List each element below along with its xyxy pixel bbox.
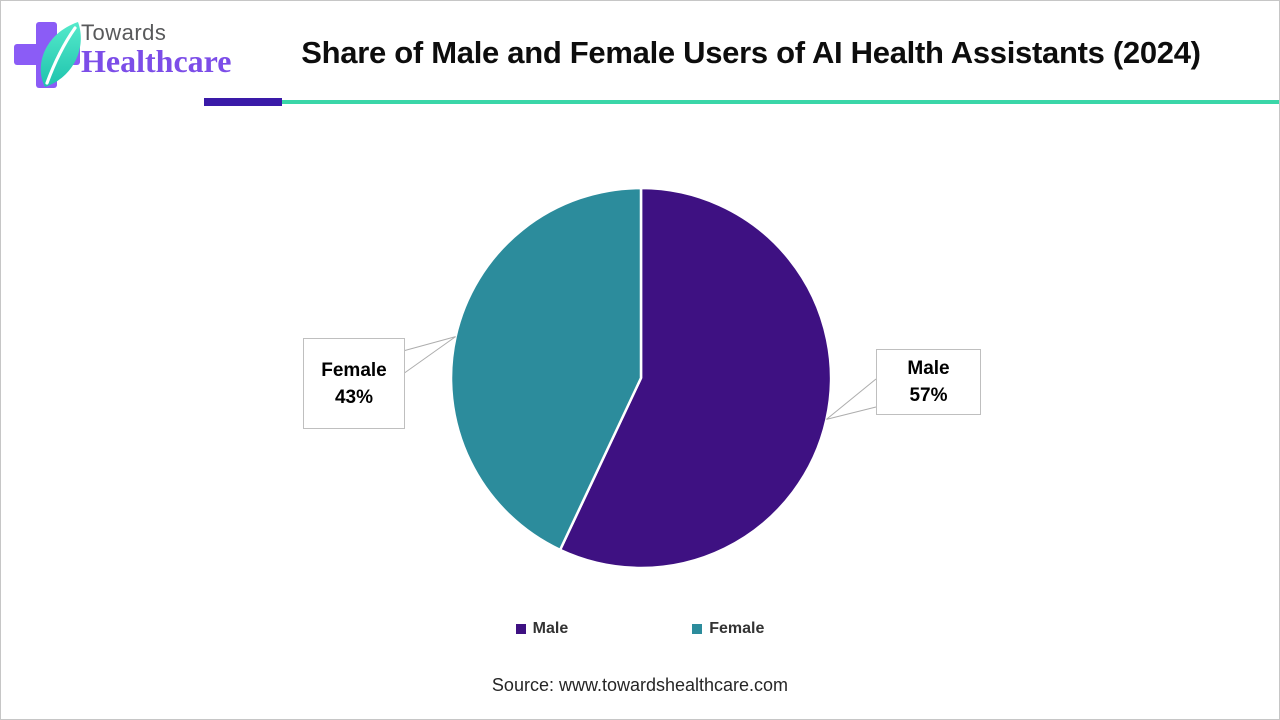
- callout-female-value: 43%: [334, 386, 374, 408]
- brand-wordmark: Towards Healthcare: [81, 21, 231, 79]
- legend-item-male[interactable]: Male: [515, 620, 569, 638]
- chart-title: Share of Male and Female Users of AI Hea…: [301, 35, 1201, 70]
- callout-female[interactable]: Female 43%: [303, 338, 405, 429]
- leader-line-female: [402, 336, 456, 352]
- leader-line-female: [402, 336, 456, 375]
- callout-leader-lines: [402, 336, 877, 420]
- legend-swatch-male: [515, 624, 526, 634]
- source-text: Source: www.towardshealthcare.com: [491, 675, 789, 695]
- callout-male[interactable]: Male 57%: [876, 349, 981, 415]
- callout-male-label: Male: [907, 358, 950, 379]
- legend-item-female[interactable]: Female: [692, 620, 764, 638]
- callout-female-label: Female: [321, 359, 387, 381]
- legend-swatch-female: [692, 624, 703, 634]
- leaf-icon: [40, 22, 81, 87]
- divider-accent-bar: [204, 98, 282, 106]
- pie-slices: [449, 186, 833, 570]
- legend: Male Female: [1, 620, 1279, 638]
- brand-name-healthcare: Healthcare: [81, 43, 232, 80]
- leader-line-male: [826, 378, 877, 420]
- legend-label-female: Female: [709, 620, 765, 637]
- callout-male-value: 57%: [909, 385, 948, 406]
- divider-line: [282, 100, 1279, 104]
- pie-slice-female[interactable]: [449, 186, 643, 552]
- brand-logo-icon: [14, 22, 81, 88]
- legend-label-male: Male: [532, 620, 569, 637]
- brand-name-towards: Towards: [81, 20, 167, 45]
- leader-line-male: [826, 406, 877, 420]
